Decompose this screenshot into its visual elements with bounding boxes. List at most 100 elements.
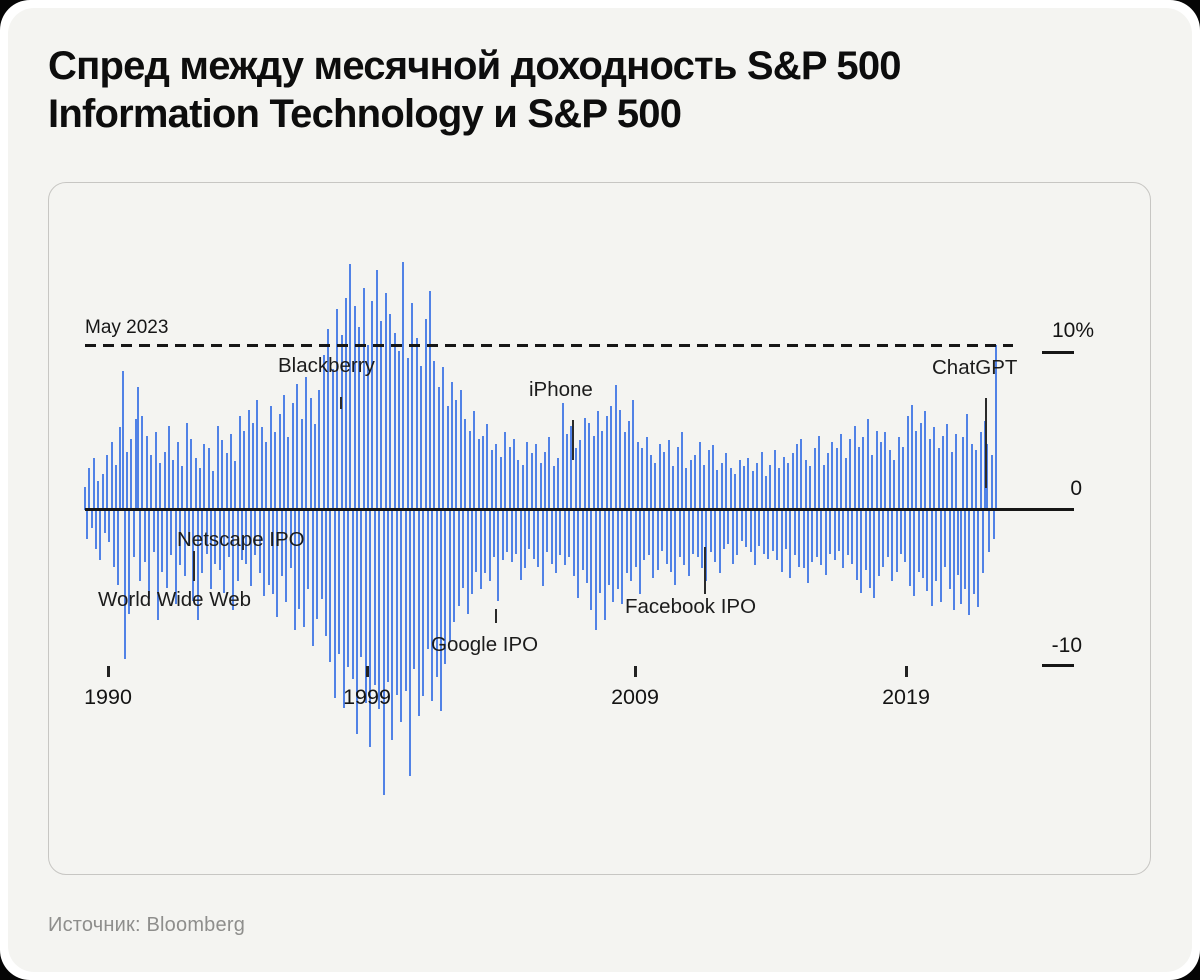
bar (840, 433, 843, 510)
bar (455, 399, 458, 510)
bar (835, 448, 838, 510)
bar (758, 510, 761, 546)
bar (252, 422, 255, 510)
bar (128, 510, 131, 614)
bar (749, 510, 752, 553)
bar (305, 377, 308, 510)
bar (873, 510, 876, 598)
reference-dashed-line (85, 344, 1013, 347)
bar (745, 510, 748, 548)
bar (904, 510, 907, 562)
bar (983, 420, 986, 510)
bar (453, 510, 456, 622)
bar (627, 420, 630, 510)
bar (734, 474, 737, 510)
bar (972, 510, 975, 595)
bar (437, 386, 440, 510)
bar (574, 448, 577, 510)
reference-line-label: May 2023 (85, 317, 169, 338)
y-axis-tick-minus10 (1042, 664, 1074, 667)
bar (121, 370, 124, 510)
bar (495, 443, 498, 510)
bar (126, 451, 128, 510)
bar (263, 510, 266, 596)
bar (815, 510, 818, 557)
bar (112, 510, 115, 567)
bar (924, 411, 927, 510)
bar (946, 424, 949, 510)
bar (415, 338, 418, 510)
bar (740, 510, 743, 541)
bar (753, 510, 756, 566)
bar (729, 467, 732, 510)
bar (479, 510, 482, 590)
bar (143, 510, 146, 562)
bar (137, 386, 140, 510)
bar (716, 469, 719, 510)
bar (442, 367, 445, 510)
bar (466, 510, 469, 614)
bar (820, 510, 823, 566)
bar (422, 510, 425, 697)
bar (880, 442, 883, 510)
bar (917, 510, 920, 572)
bar (278, 414, 281, 510)
bar (214, 510, 217, 564)
bar (899, 510, 902, 554)
bar (592, 435, 595, 510)
bar (90, 510, 93, 528)
bar (287, 437, 290, 510)
bar (935, 510, 938, 582)
bar (395, 510, 398, 695)
bar (95, 510, 98, 549)
bar (826, 453, 829, 510)
bar (360, 510, 363, 658)
bar (915, 430, 918, 510)
bar (477, 438, 480, 510)
bar (389, 314, 392, 510)
bar (966, 414, 969, 510)
bar (908, 510, 911, 587)
bar (210, 510, 213, 590)
bar (154, 432, 157, 510)
bar (482, 435, 485, 510)
bar (851, 510, 854, 564)
bar (581, 510, 584, 570)
bar (291, 403, 294, 510)
bar (99, 510, 102, 561)
bar (791, 453, 794, 510)
bar (703, 464, 706, 510)
annotation-leader-blackberry (340, 397, 342, 409)
bar (992, 510, 995, 540)
page-title: Спред между месячной доходность S&P 500 … (48, 44, 902, 136)
bar (187, 510, 190, 546)
bar (557, 458, 560, 510)
bar (619, 409, 622, 510)
bar (860, 510, 863, 593)
bar (893, 459, 896, 510)
bar (285, 510, 288, 603)
bar (568, 510, 571, 557)
bar (720, 463, 723, 510)
bar (977, 510, 980, 608)
bar (948, 510, 951, 590)
bar (650, 454, 653, 510)
bar (254, 510, 257, 556)
bar (683, 510, 686, 566)
bar (475, 510, 478, 572)
bar (320, 510, 323, 600)
bar (979, 432, 982, 510)
bar (871, 454, 874, 510)
bar (247, 409, 250, 510)
bar (428, 291, 431, 510)
bar (685, 467, 688, 510)
bar (566, 433, 569, 510)
bar (119, 427, 122, 510)
bar (123, 510, 126, 659)
bar (130, 438, 133, 510)
bar (957, 510, 960, 575)
bar (731, 510, 734, 564)
bar (975, 450, 978, 510)
bar (857, 446, 860, 510)
bar (822, 464, 825, 510)
